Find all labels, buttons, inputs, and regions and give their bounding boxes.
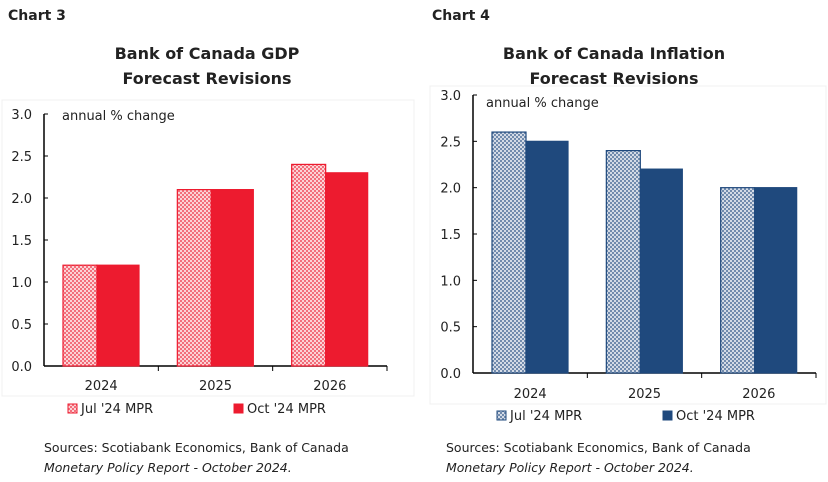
chart-title: Bank of Canada GDP (115, 44, 300, 63)
bar-solid-2024 (96, 264, 140, 367)
bar-solid-2024 (525, 140, 569, 374)
y-axis-label: annual % change (62, 109, 175, 124)
bar-hatched-2024 (491, 131, 527, 374)
chart-3: Chart 3 Bank of Canada GDP Forecast Revisi… (1, 8, 415, 475)
bar-hatched-2025 (176, 189, 212, 367)
chart-title: Forecast Revisions (529, 69, 698, 88)
x-tick-label: 2025 (199, 379, 232, 394)
y-tick-label: 2.5 (440, 135, 461, 150)
bar-hatched-2026 (720, 187, 756, 374)
bar-solid-2025 (210, 189, 254, 367)
source-note: Sources: Scotiabank Economics, Bank of C… (446, 440, 751, 455)
y-tick-label: 0.5 (440, 321, 461, 336)
source-note: Sources: Scotiabank Economics, Bank of C… (44, 440, 349, 455)
bar-solid-2026 (754, 187, 798, 374)
legend-swatch (67, 403, 78, 414)
bar-hatched-2025 (605, 150, 641, 374)
y-tick-label: 1.5 (11, 234, 32, 249)
bar-solid-2026 (325, 172, 369, 367)
x-tick-label: 2024 (85, 379, 118, 394)
legend-swatch (662, 410, 673, 421)
legend-label: Oct '24 MPR (676, 409, 755, 424)
y-tick-label: 2.0 (440, 182, 461, 197)
y-tick-label: 1.0 (11, 276, 32, 291)
y-tick-label: 3.0 (440, 89, 461, 104)
y-tick-label: 1.0 (440, 274, 461, 289)
plot-frame (429, 85, 827, 405)
y-tick-label: 0.5 (11, 318, 32, 333)
legend-label: Jul '24 MPR (509, 409, 582, 424)
y-tick-label: 2.5 (11, 150, 32, 165)
x-tick-label: 2026 (313, 379, 346, 394)
y-tick-label: 1.5 (440, 228, 461, 243)
bar-hatched-2024 (62, 264, 98, 367)
chart-title: Forecast Revisions (122, 69, 291, 88)
source-note-publication: Monetary Policy Report - October 2024. (446, 460, 694, 475)
chart-number: Chart 4 (432, 8, 490, 24)
y-tick-label: 0.0 (11, 360, 32, 375)
y-tick-label: 2.0 (11, 192, 32, 207)
y-axis-label: annual % change (486, 96, 599, 111)
source-note-publication: Monetary Policy Report - October 2024. (44, 460, 292, 475)
y-tick-label: 0.0 (440, 367, 461, 382)
bar-solid-2025 (639, 168, 683, 374)
y-tick-label: 3.0 (11, 108, 32, 123)
chart-title: Bank of Canada Inflation (503, 44, 725, 63)
plot-frame (1, 99, 415, 397)
legend-label: Jul '24 MPR (80, 402, 153, 417)
x-tick-label: 2026 (742, 387, 775, 402)
bar-hatched-2026 (291, 163, 327, 367)
legend-label: Oct '24 MPR (247, 402, 326, 417)
chart-number: Chart 3 (8, 8, 66, 24)
chart-4: Chart 4 Bank of Canada Inflation Forecast … (429, 8, 827, 475)
legend-swatch (233, 403, 244, 414)
x-tick-label: 2025 (628, 387, 661, 402)
legend-swatch (496, 410, 507, 421)
x-tick-label: 2024 (514, 387, 547, 402)
